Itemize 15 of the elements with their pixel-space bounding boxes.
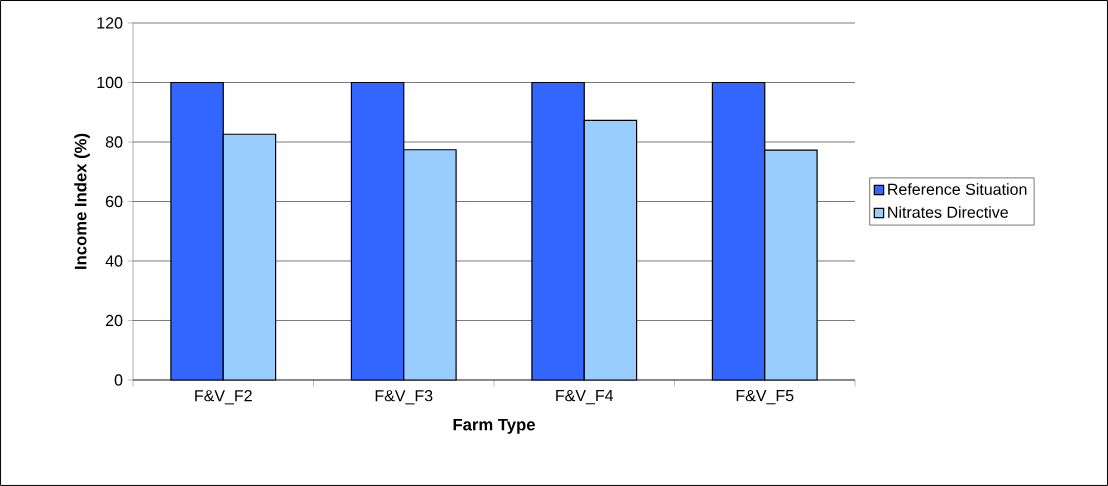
legend-label: Reference Situation — [888, 183, 1027, 195]
x-tick-label: F&V_F4 — [556, 390, 614, 405]
x-axis-title: Farm Type — [453, 418, 535, 434]
y-tick-label: 0 — [114, 374, 123, 386]
y-tick-label: 20 — [105, 314, 123, 327]
legend-label: Nitrates Directive — [888, 206, 1008, 218]
y-tick-label: 40 — [105, 255, 123, 267]
y-tick-label: 100 — [97, 76, 123, 89]
y-tick-label: 120 — [97, 17, 123, 29]
y-tick-label: 60 — [105, 195, 123, 208]
x-tick-label: F&V_F5 — [736, 390, 794, 405]
y-axis-title: Income Index (%) — [74, 133, 90, 269]
y-tick-label: 80 — [105, 136, 123, 148]
x-tick-label: F&V_F2 — [195, 390, 252, 405]
x-tick-label: F&V_F3 — [375, 390, 433, 405]
